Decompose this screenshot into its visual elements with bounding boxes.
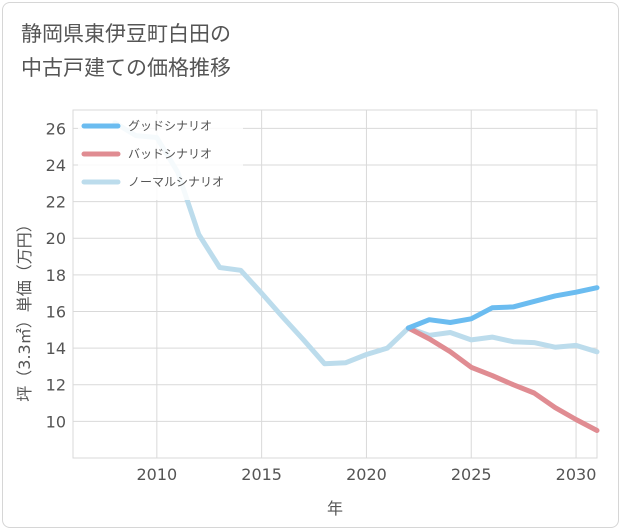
- y-axis-label: 坪（3.3㎡）単価（万円）: [15, 216, 34, 401]
- x-tick-label: 2025: [451, 465, 492, 484]
- series-line-2: [112, 120, 600, 367]
- legend-label-1: バッドシナリオ: [128, 147, 212, 161]
- series-line-1: [405, 325, 600, 433]
- y-tick-label: 24: [46, 156, 66, 175]
- y-tick-label: 22: [46, 193, 66, 212]
- y-tick-label: 18: [46, 266, 66, 285]
- chart-title-line1: 静岡県東伊豆町白田の: [21, 22, 231, 46]
- x-tick-label: 2030: [556, 465, 597, 484]
- legend-label-2: ノーマルシナリオ: [128, 175, 224, 189]
- x-tick-label: 2010: [136, 465, 177, 484]
- chart-title-line2: 中古戸建ての価格推移: [21, 56, 231, 80]
- chart-grid: [72, 109, 598, 459]
- y-tick-label: 20: [46, 229, 66, 248]
- y-tick-label: 26: [46, 119, 66, 138]
- plot-frame: [72, 109, 598, 459]
- chart-ticks: 2010 2015 2020 2025 2030 10 12 14 16 18 20 22 24 26: [46, 119, 597, 484]
- y-tick-label: 16: [46, 302, 66, 321]
- series-line-0: [405, 285, 600, 331]
- chart-series: [112, 120, 600, 433]
- legend-label-0: グッドシナリオ: [128, 119, 212, 133]
- y-tick-label: 10: [46, 412, 66, 431]
- x-axis-label: 年: [327, 499, 343, 518]
- x-tick-label: 2015: [241, 465, 282, 484]
- y-tick-label: 14: [46, 339, 66, 358]
- chart-title: 静岡県東伊豆町白田の 中古戸建ての価格推移: [21, 17, 231, 85]
- y-tick-label: 12: [46, 376, 66, 395]
- x-tick-label: 2020: [346, 465, 387, 484]
